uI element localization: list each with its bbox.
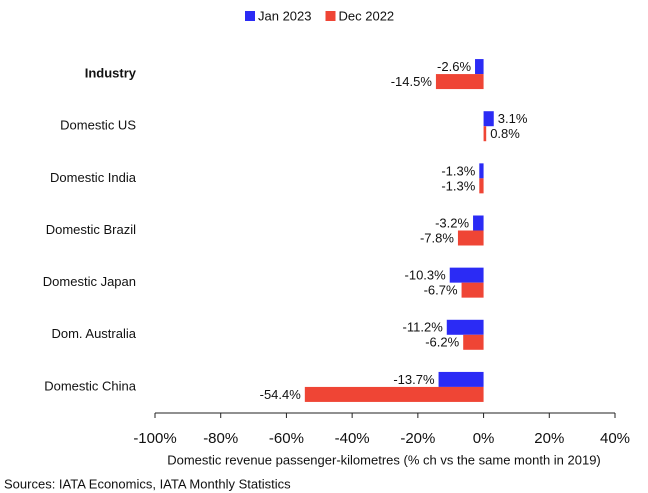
value-label: -13.7%	[393, 372, 435, 387]
x-tick-label: -20%	[400, 430, 435, 447]
y-tick-label: Domestic India	[50, 170, 137, 185]
value-label: -1.3%	[441, 163, 475, 178]
value-label: -54.4%	[260, 387, 302, 402]
y-tick-label: Domestic US	[60, 118, 136, 133]
bar	[449, 267, 484, 283]
x-tick-label: -100%	[133, 430, 176, 447]
bar	[479, 178, 484, 194]
bar	[479, 163, 484, 179]
value-label: 0.8%	[490, 126, 520, 141]
value-label: -6.2%	[425, 335, 459, 350]
value-label: -7.8%	[420, 230, 454, 245]
source: Sources: IATA Economics, IATA Monthly St…	[4, 476, 291, 491]
value-label: -3.2%	[435, 215, 469, 230]
value-label: -11.2%	[403, 320, 444, 335]
bar	[461, 282, 484, 298]
value-label: -14.5%	[391, 74, 433, 89]
bar	[483, 111, 494, 127]
legend-swatch	[245, 11, 255, 21]
bar	[473, 215, 484, 231]
legend-label: Jan 2023	[258, 8, 312, 23]
bar	[435, 74, 484, 90]
x-tick-label: 20%	[534, 430, 564, 447]
x-tick-label: 0%	[473, 430, 495, 447]
bar	[457, 230, 484, 246]
value-label: 3.1%	[498, 111, 528, 126]
legend-swatch	[325, 11, 336, 21]
y-tick-label: Domestic Japan	[43, 274, 136, 289]
x-tick-label: -80%	[203, 430, 238, 447]
value-label: -2.6%	[437, 59, 471, 74]
bar	[446, 319, 484, 335]
y-tick-label: Industry	[85, 66, 137, 81]
legend-label: Dec 2022	[339, 8, 395, 23]
x-tick-label: 40%	[600, 430, 630, 447]
bar	[438, 371, 484, 387]
x-axis-title: Domestic revenue passenger-kilometres (%…	[167, 452, 601, 467]
y-tick-label: Domestic China	[44, 378, 137, 393]
x-tick-label: -40%	[335, 430, 370, 447]
value-label: -1.3%	[441, 178, 475, 193]
value-label: -10.3%	[405, 268, 447, 283]
bar	[483, 126, 487, 142]
bar	[475, 59, 484, 75]
bar	[304, 386, 484, 402]
y-tick-label: Domestic Brazil	[46, 222, 136, 237]
x-tick-label: -60%	[269, 430, 304, 447]
value-label: -6.7%	[424, 283, 458, 298]
y-tick-label: Dom. Australia	[51, 326, 136, 341]
bar	[463, 334, 484, 350]
